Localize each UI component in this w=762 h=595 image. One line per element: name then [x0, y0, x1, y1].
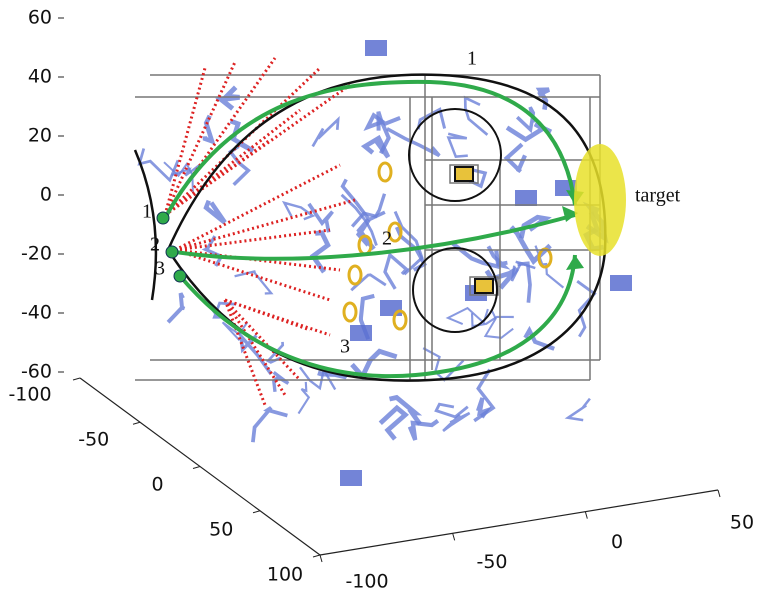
vessel-blob: [365, 40, 387, 56]
vessel: [168, 293, 183, 322]
y-tick: [718, 490, 720, 497]
x-tick-label: -100: [8, 384, 51, 406]
path-label: 3: [340, 336, 350, 358]
z-tick-label: -60: [21, 361, 52, 383]
y-tick: [453, 533, 455, 540]
sample-ray: [225, 300, 265, 405]
vessel: [385, 255, 406, 289]
z-tick-label: 0: [40, 184, 52, 206]
vessel: [380, 408, 405, 439]
vessel: [511, 227, 550, 261]
x-tick: [133, 422, 140, 424]
sample-ray: [175, 230, 330, 250]
vessel: [221, 87, 239, 108]
target-region: [574, 144, 626, 256]
vessel: [474, 370, 493, 421]
x-tick: [313, 555, 320, 557]
vessel: [518, 263, 531, 302]
vessel-blob: [515, 190, 537, 206]
vessel: [299, 382, 309, 414]
z-tick-label: -40: [21, 302, 52, 324]
node-marker: [344, 303, 356, 321]
z-tick-label: 20: [28, 125, 52, 147]
sample-ray: [225, 300, 310, 330]
figure: target 1 2 3 1 2 3 6040200-20-40-60-100-…: [0, 0, 762, 595]
target-label: target: [635, 185, 681, 207]
y-tick: [320, 555, 322, 562]
start-label: 3: [155, 258, 165, 280]
vessel-blob: [610, 275, 632, 291]
y-tick-label: 50: [730, 512, 754, 534]
vessel-blob: [350, 325, 372, 341]
vessel: [343, 179, 385, 219]
vessel: [206, 201, 225, 223]
x-tick: [253, 511, 260, 513]
path-label: 2: [382, 228, 392, 250]
vessel: [410, 421, 438, 440]
x-tick: [193, 467, 200, 469]
x-tick-label: -50: [78, 429, 109, 451]
vessel: [465, 98, 487, 135]
sample-ray: [165, 85, 350, 215]
vessel: [313, 119, 338, 146]
y-tick-label: -100: [345, 571, 388, 593]
vessel-blob: [380, 300, 402, 316]
start-label: 2: [150, 234, 160, 256]
z-tick-label: -20: [21, 243, 52, 265]
sample-ray: [175, 165, 340, 250]
sample-rays: [165, 58, 355, 405]
z-tick-label: 40: [28, 66, 52, 88]
golden-circles: [409, 109, 501, 332]
vessel: [507, 144, 525, 171]
z-tick-label: 60: [28, 7, 52, 29]
node-marker: [349, 266, 361, 284]
axes: [80, 378, 718, 555]
y-tick-label: -50: [476, 551, 507, 573]
x-tick-label: 100: [267, 564, 303, 586]
y-tick-label: 0: [611, 531, 623, 553]
path-label: 1: [467, 48, 477, 70]
vessel-blob: [340, 470, 362, 486]
y-tick: [585, 512, 587, 519]
x-tick: [73, 378, 80, 380]
x-tick-label: 0: [151, 474, 163, 496]
vessel: [568, 399, 590, 421]
start-label: 1: [142, 201, 152, 223]
sample-ray: [225, 300, 300, 380]
vessel: [231, 146, 249, 184]
vessel: [253, 408, 288, 443]
x-tick-label: 50: [209, 519, 233, 541]
node-marker: [379, 163, 391, 181]
vessel: [448, 134, 468, 157]
